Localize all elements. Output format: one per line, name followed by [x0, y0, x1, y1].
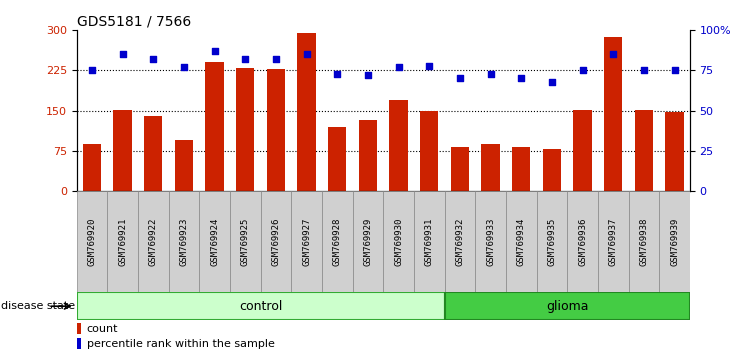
Point — [178, 64, 190, 70]
Bar — [445, 292, 690, 320]
Text: percentile rank within the sample: percentile rank within the sample — [86, 339, 274, 349]
Bar — [353, 191, 383, 292]
Point — [301, 51, 312, 57]
Text: count: count — [86, 324, 118, 334]
Point — [485, 71, 496, 76]
Bar — [629, 191, 659, 292]
Bar — [82, 144, 101, 191]
Point — [117, 51, 128, 57]
Point — [86, 68, 98, 73]
Point — [577, 68, 588, 73]
Bar — [634, 109, 653, 191]
Point — [454, 75, 466, 81]
Point — [331, 71, 343, 76]
Text: GSM769922: GSM769922 — [149, 217, 158, 266]
Bar — [113, 110, 132, 191]
Bar — [414, 191, 445, 292]
Text: disease state: disease state — [1, 301, 76, 311]
Bar — [420, 110, 439, 191]
Bar — [322, 191, 353, 292]
Text: GSM769926: GSM769926 — [272, 217, 280, 266]
Point — [669, 68, 680, 73]
Bar — [659, 191, 690, 292]
Bar — [205, 62, 224, 191]
Text: GSM769920: GSM769920 — [88, 217, 96, 266]
Bar — [573, 109, 592, 191]
Bar — [475, 191, 506, 292]
Text: GSM769927: GSM769927 — [302, 217, 311, 266]
Text: GSM769924: GSM769924 — [210, 217, 219, 266]
Bar — [261, 191, 291, 292]
Text: GSM769939: GSM769939 — [670, 217, 679, 266]
Text: GSM769929: GSM769929 — [364, 217, 372, 266]
Bar — [77, 338, 81, 349]
Bar — [174, 140, 193, 191]
Bar — [77, 191, 107, 292]
Point — [423, 63, 435, 68]
Point — [638, 68, 650, 73]
Bar — [389, 100, 408, 191]
Bar — [230, 191, 261, 292]
Bar — [77, 292, 445, 320]
Bar — [445, 191, 475, 292]
Text: GSM769930: GSM769930 — [394, 217, 403, 266]
Bar — [328, 127, 347, 191]
Bar — [506, 191, 537, 292]
Text: GSM769921: GSM769921 — [118, 217, 127, 266]
Text: GSM769933: GSM769933 — [486, 217, 495, 266]
Bar — [266, 69, 285, 191]
Point — [362, 72, 374, 78]
Text: GSM769931: GSM769931 — [425, 217, 434, 266]
Text: GSM769935: GSM769935 — [548, 217, 556, 266]
Text: GSM769932: GSM769932 — [456, 217, 464, 266]
Bar — [199, 191, 230, 292]
Bar — [512, 147, 531, 191]
Point — [209, 48, 220, 54]
Bar — [567, 191, 598, 292]
Bar — [604, 37, 623, 191]
Point — [270, 56, 282, 62]
Point — [607, 51, 619, 57]
Bar — [542, 149, 561, 191]
Text: GSM769936: GSM769936 — [578, 217, 587, 266]
Bar — [77, 323, 81, 334]
Point — [393, 64, 404, 70]
Bar — [537, 191, 567, 292]
Bar — [107, 191, 138, 292]
Text: GSM769934: GSM769934 — [517, 217, 526, 266]
Text: GSM769937: GSM769937 — [609, 217, 618, 266]
Text: GSM769938: GSM769938 — [639, 217, 648, 266]
Bar — [358, 120, 377, 191]
Point — [515, 75, 527, 81]
Point — [546, 79, 558, 85]
Bar — [598, 191, 629, 292]
Bar — [144, 116, 163, 191]
Bar — [383, 191, 414, 292]
Bar — [291, 191, 322, 292]
Text: control: control — [239, 300, 283, 313]
Text: GSM769925: GSM769925 — [241, 217, 250, 266]
Text: GSM769923: GSM769923 — [180, 217, 188, 266]
Bar — [481, 144, 500, 191]
Text: GSM769928: GSM769928 — [333, 217, 342, 266]
Bar — [450, 147, 469, 191]
Bar — [297, 33, 316, 191]
Bar — [665, 112, 684, 191]
Text: GDS5181 / 7566: GDS5181 / 7566 — [77, 14, 191, 28]
Text: glioma: glioma — [546, 300, 588, 313]
Bar — [169, 191, 199, 292]
Bar — [236, 68, 255, 191]
Point — [239, 56, 251, 62]
Bar — [138, 191, 169, 292]
Point — [147, 56, 159, 62]
